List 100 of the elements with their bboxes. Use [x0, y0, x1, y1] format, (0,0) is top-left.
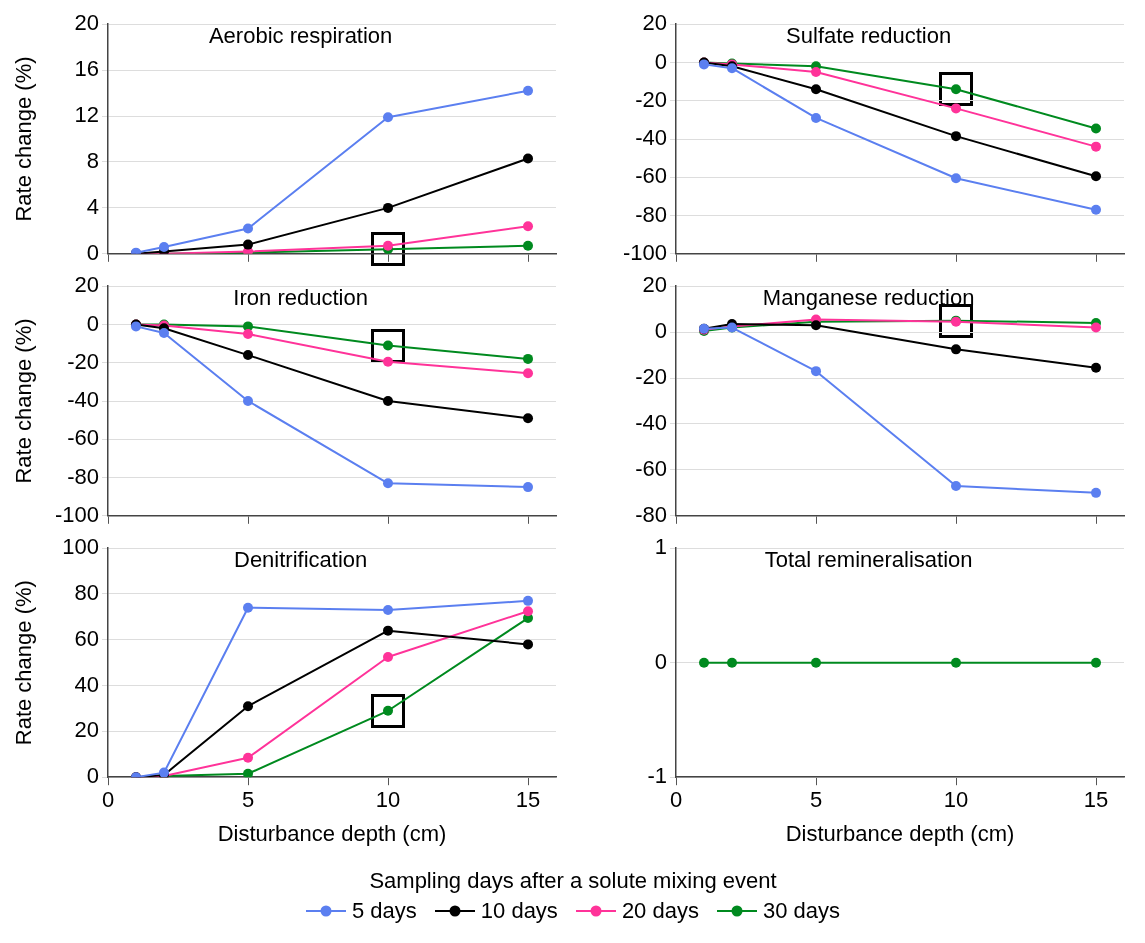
point	[811, 112, 821, 123]
y-tick-label: 0	[86, 239, 99, 265]
legend-title: Sampling days after a solute mixing event	[368, 868, 778, 894]
point	[523, 240, 533, 251]
point	[523, 85, 533, 96]
legend-label: 10 days	[480, 898, 558, 924]
chart-title: Denitrification	[234, 547, 368, 573]
point	[243, 329, 253, 340]
chart-title: Manganese reduction	[762, 285, 975, 311]
point	[951, 103, 961, 114]
chart-title: Sulfate reduction	[786, 23, 952, 49]
x-tick-label: 5	[241, 787, 255, 813]
point	[951, 344, 961, 355]
point	[523, 153, 533, 164]
y-tick-label: -80	[635, 201, 667, 227]
point	[243, 223, 253, 234]
x-axis-title: Disturbance depth (cm)	[217, 820, 447, 846]
y-tick-label: -60	[635, 455, 667, 481]
point	[1091, 141, 1101, 152]
point	[383, 605, 393, 616]
point	[383, 478, 393, 489]
y-tick-label: -80	[67, 463, 99, 489]
y-tick-label: 0	[654, 318, 667, 344]
point	[1091, 171, 1101, 182]
point	[523, 639, 533, 650]
y-tick-label: 0	[86, 310, 99, 336]
point	[1091, 322, 1101, 333]
y-tick-label: 20	[74, 717, 99, 743]
point	[383, 396, 393, 406]
point	[951, 173, 961, 184]
point	[243, 602, 253, 613]
y-tick-label: -100	[54, 501, 99, 527]
y-tick-label: 0	[86, 763, 99, 789]
y-tick-label: 0	[654, 648, 667, 674]
x-tick-label: 10	[375, 787, 401, 813]
x-tick-label: 5	[809, 787, 823, 813]
point	[1091, 362, 1101, 373]
legend-label: 20 days	[621, 898, 699, 924]
y-tick-label: -1	[647, 763, 667, 789]
x-tick-label: 10	[943, 787, 969, 813]
point	[523, 595, 533, 606]
point	[523, 353, 533, 364]
point	[159, 328, 169, 339]
y-tick-label: -40	[635, 125, 667, 151]
y-tick-label: -20	[67, 348, 99, 374]
y-tick-label: -20	[635, 364, 667, 390]
point	[243, 350, 253, 361]
chart-title: Aerobic respiration	[208, 23, 393, 49]
point	[159, 241, 169, 252]
y-tick-label: 20	[74, 10, 99, 36]
y-tick-label: 60	[74, 625, 99, 651]
x-tick-label: 15	[1083, 787, 1109, 813]
point	[523, 413, 533, 424]
y-tick-label: -80	[635, 501, 667, 527]
y-tick-label: 40	[74, 671, 99, 697]
point	[523, 368, 533, 379]
point	[243, 752, 253, 763]
point	[243, 768, 253, 778]
y-tick-label: 4	[86, 193, 99, 219]
y-tick-label: 12	[74, 102, 99, 128]
y-tick-label: 80	[74, 580, 99, 606]
x-axis-title: Disturbance depth (cm)	[785, 820, 1015, 846]
chart-title: Iron reduction	[233, 285, 368, 311]
legend-label: 5 days	[351, 898, 417, 924]
y-tick-label: 8	[86, 148, 99, 174]
y-axis-title: Rate change (%)	[11, 580, 37, 746]
point	[1091, 487, 1101, 498]
y-tick-label: -100	[622, 239, 667, 265]
point	[383, 356, 393, 367]
point	[523, 221, 533, 232]
point	[811, 67, 821, 78]
point	[523, 606, 533, 617]
y-tick-label: 0	[654, 48, 667, 74]
y-tick-label: 100	[62, 534, 99, 560]
point	[383, 625, 393, 636]
point	[243, 239, 253, 250]
point	[951, 131, 961, 142]
y-tick-label: -60	[67, 425, 99, 451]
point	[383, 202, 393, 213]
y-tick-label: -20	[635, 86, 667, 112]
point	[811, 320, 821, 331]
point	[1091, 123, 1101, 134]
point	[383, 112, 393, 123]
point	[951, 480, 961, 491]
chart-title: Total remineralisation	[764, 547, 973, 573]
point	[1091, 204, 1101, 215]
y-tick-label: -40	[67, 387, 99, 413]
point	[243, 701, 253, 712]
y-tick-label: 20	[642, 10, 667, 36]
y-axis-title: Rate change (%)	[11, 56, 37, 222]
y-axis-title: Rate change (%)	[11, 318, 37, 484]
y-tick-label: 20	[642, 272, 667, 298]
x-tick-label: 15	[515, 787, 541, 813]
y-tick-label: 20	[74, 272, 99, 298]
point	[243, 396, 253, 406]
point	[811, 84, 821, 95]
legend-label: 30 days	[762, 898, 840, 924]
y-tick-label: -40	[635, 410, 667, 436]
y-tick-label: -60	[635, 163, 667, 189]
y-tick-label: 1	[654, 534, 667, 560]
